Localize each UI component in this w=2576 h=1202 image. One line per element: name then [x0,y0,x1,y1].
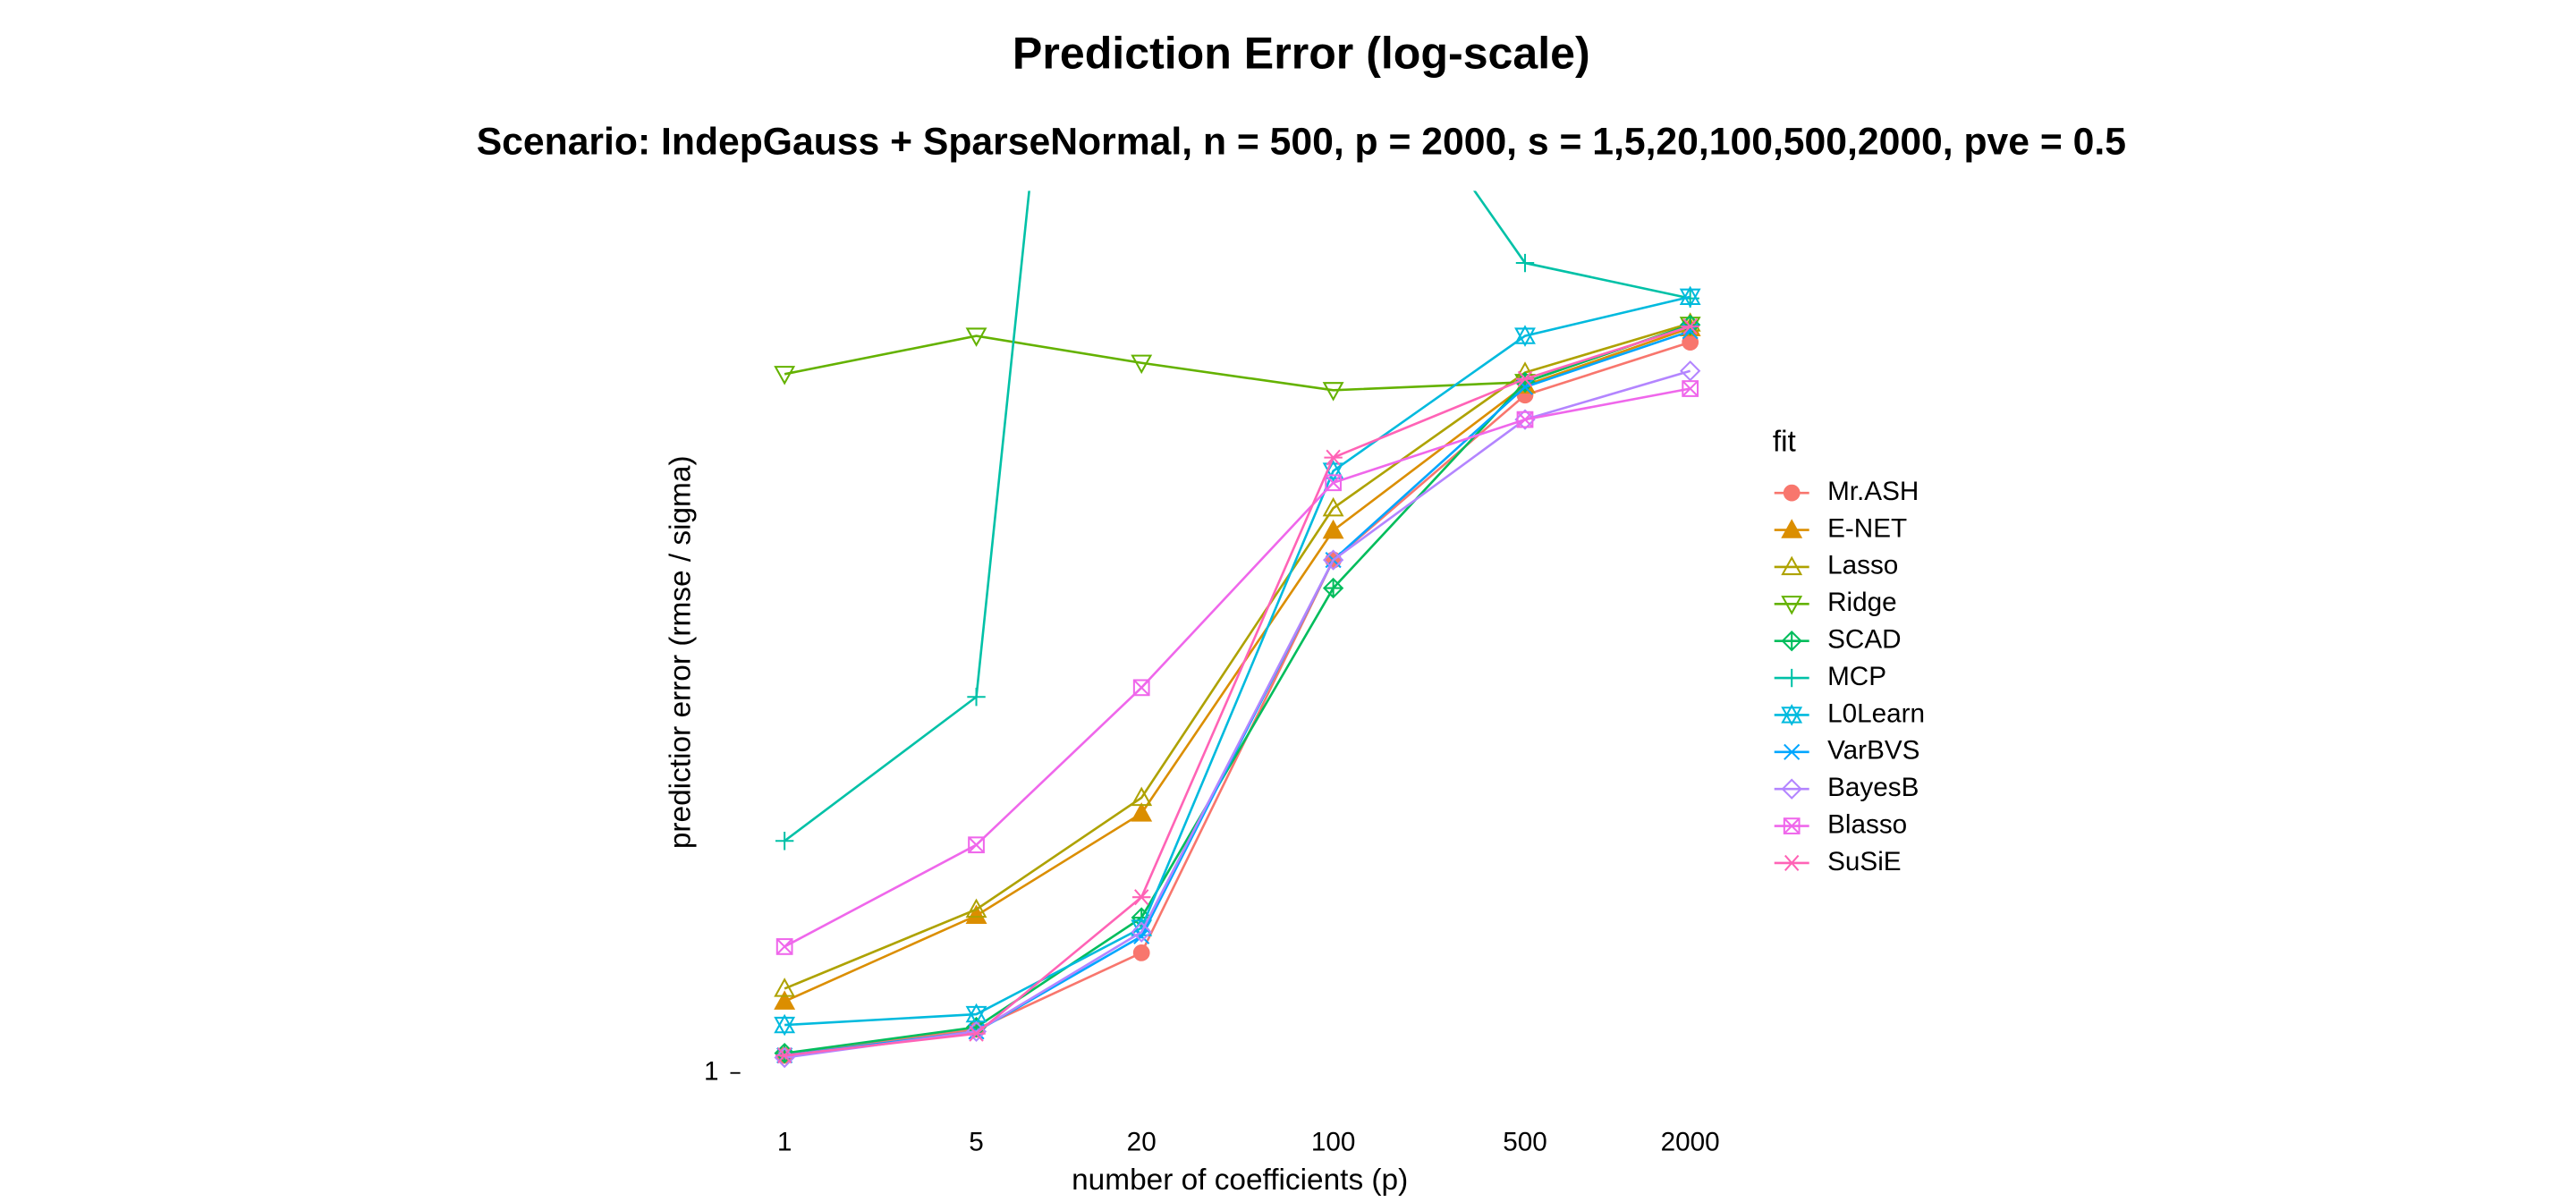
legend-label: Blasso [1827,809,1907,839]
legend-entry: Ridge [1774,588,1897,617]
legend-entry: SuSiE [1774,847,1902,876]
legend-key-marker [1783,484,1801,502]
legend-label: BayesB [1827,773,1919,802]
series-line [784,325,1691,1057]
chart-subtitle: Scenario: IndepGauss + SparseNormal, n =… [477,121,2126,164]
marker [968,836,985,854]
legend-entry: Lasso [1774,551,1898,580]
legend-label: Ridge [1827,588,1897,617]
marker [1322,549,1344,571]
marker [967,1025,986,1042]
marker [1681,318,1699,335]
marker [1133,927,1150,944]
marker [774,978,796,997]
marker [1680,360,1701,382]
x-tick-label: 100 [1311,1127,1356,1156]
legend-label: E-NET [1827,513,1907,543]
marker [1322,382,1344,402]
legend-label: Mr.ASH [1827,477,1919,506]
x-tick-label: 1 [777,1127,792,1156]
legend-entry: Blasso [1774,809,1907,839]
marker [1514,325,1536,347]
legend-key-marker [1781,704,1803,726]
marker [774,366,796,385]
marker [1322,577,1344,599]
legend-label: SuSiE [1827,847,1902,876]
legend-key-marker [1784,743,1801,760]
marker [1131,921,1152,943]
series-line [784,324,1691,392]
marker [1514,409,1536,430]
marker [1132,944,1150,961]
y-axis-label: predictior error (rmse / sigma) [665,455,698,849]
legend-key-marker [1781,631,1802,652]
marker [1322,519,1344,539]
x-axis-label: number of coefficients (p) [1072,1164,1408,1197]
marker [775,938,793,955]
legend-entry: MCP [1774,662,1886,691]
y-tick-label: 1 [704,1057,719,1087]
legend-label: VarBVS [1827,736,1919,766]
legend-entry: L0Learn [1774,698,1925,728]
series-line [784,341,1691,1057]
marker [774,990,796,1010]
marker [965,327,987,347]
plot-panel [774,190,1701,1069]
legend-key-marker [1781,519,1803,538]
marker [1131,786,1153,807]
legend-entry: E-NET [1774,513,1907,543]
legend-label: Lasso [1827,551,1898,580]
x-tick-label: 5 [969,1127,984,1156]
marker [967,688,986,707]
legend-entry: BayesB [1774,773,1919,802]
x-tick-label: 20 [1127,1127,1157,1156]
legend-key-marker [1781,596,1803,615]
series-line [784,330,1691,1057]
marker [1516,411,1534,428]
x-tick-label: 2000 [1661,1127,1720,1156]
legend-key-marker [1781,555,1803,576]
chart-title: Prediction Error (log-scale) [1013,28,1590,78]
legend-title: fit [1773,425,1797,458]
marker [1132,679,1150,697]
marker [1682,380,1699,397]
legend-label: SCAD [1827,625,1901,655]
marker [965,898,987,918]
series-line [784,387,1690,948]
marker [1131,354,1153,375]
x-tick-label: 500 [1503,1127,1547,1156]
legend-key-marker [1782,854,1801,871]
legend-entry: VarBVS [1774,736,1919,766]
legend-label: MCP [1827,662,1886,691]
marker [1324,449,1343,466]
marker [1131,802,1153,822]
marker [775,832,794,851]
series-line [784,322,1691,990]
marker [1515,253,1535,273]
marker [1515,370,1535,387]
legend-label: L0Learn [1827,698,1925,728]
marker [775,1047,794,1064]
marker [774,1013,796,1037]
series-line [784,326,1691,1003]
legend-entry: SCAD [1774,625,1902,655]
series-line [784,295,1690,1027]
marker [1325,474,1342,492]
legend-entry: Mr.ASH [1774,477,1919,506]
marker [1322,496,1344,517]
series-line [784,190,1690,842]
legend-key-marker [1783,817,1801,834]
legend-key-marker [1782,668,1801,688]
marker [1132,889,1151,906]
series-line [784,369,1691,1059]
legend-key-marker [1781,778,1802,800]
marker [1679,285,1701,309]
marker [965,904,987,924]
series-line [784,324,1691,1054]
